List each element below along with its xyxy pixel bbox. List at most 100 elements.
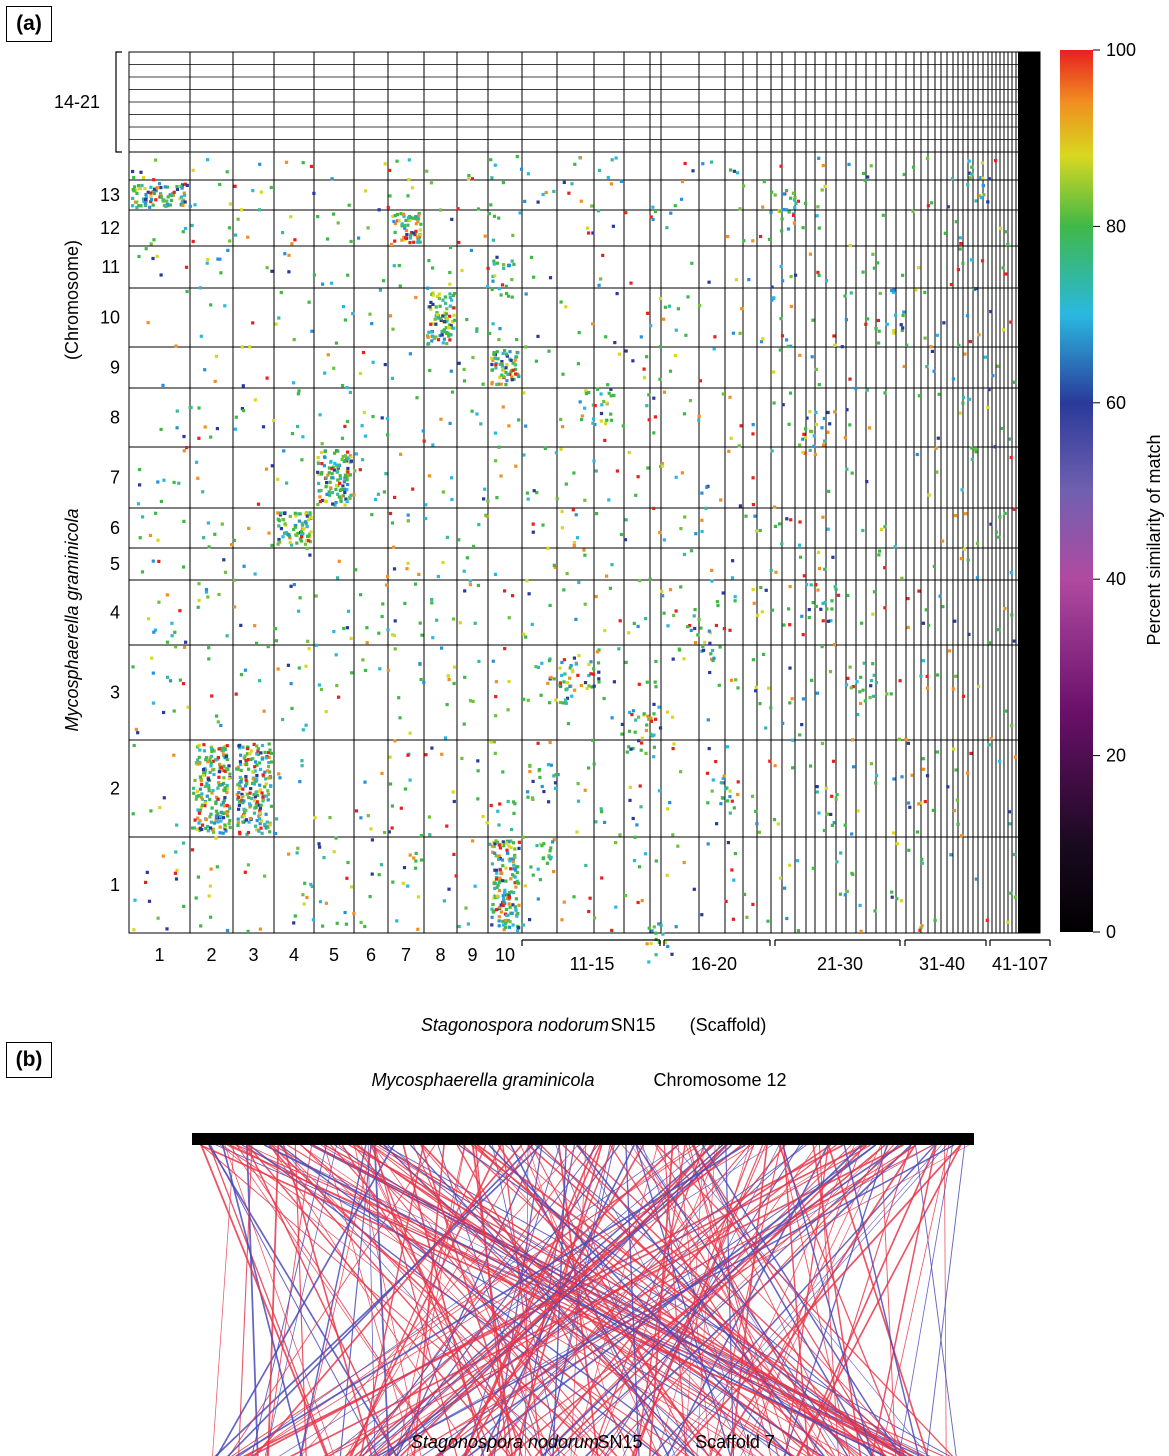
match-dot <box>559 300 563 304</box>
match-dot <box>501 864 505 868</box>
match-dot <box>494 366 498 370</box>
match-dot <box>183 645 187 649</box>
match-dot <box>305 514 309 518</box>
match-dot <box>206 158 210 162</box>
match-dot <box>366 814 370 818</box>
match-dot <box>196 816 200 820</box>
match-dot <box>257 761 262 765</box>
match-dot <box>1006 920 1010 924</box>
match-dot <box>562 680 566 684</box>
match-dot <box>182 449 186 453</box>
synteny-link <box>463 1144 601 1456</box>
match-dot <box>489 158 493 162</box>
match-dot <box>267 761 271 765</box>
match-dot <box>303 520 308 524</box>
match-dot <box>511 361 515 365</box>
match-dot <box>849 291 853 295</box>
match-dot <box>817 156 821 160</box>
match-dot <box>952 809 957 813</box>
match-dot <box>540 661 544 665</box>
synteny-link <box>249 1144 844 1456</box>
synteny-link <box>359 1144 425 1456</box>
match-dot <box>588 896 592 900</box>
match-dot <box>386 574 390 579</box>
match-dot <box>260 757 264 761</box>
match-dot <box>501 351 505 355</box>
match-dot <box>729 678 734 682</box>
match-dot <box>310 329 314 333</box>
match-dot <box>804 427 808 431</box>
match-dot <box>585 686 589 690</box>
match-dot <box>144 880 148 884</box>
match-dot <box>192 786 196 790</box>
match-dot <box>692 887 696 891</box>
match-dot <box>225 784 229 788</box>
match-dot <box>406 223 410 227</box>
match-dot <box>209 915 213 919</box>
match-dot <box>488 842 492 846</box>
match-dot <box>778 348 782 352</box>
match-dot <box>592 417 596 421</box>
match-dot <box>276 511 280 515</box>
match-dot <box>325 481 329 485</box>
match-dot <box>876 261 880 265</box>
match-dot <box>682 552 687 556</box>
synteny-link <box>782 1144 873 1456</box>
match-dot <box>191 168 195 172</box>
match-dot <box>667 304 672 308</box>
match-dot <box>966 183 970 187</box>
match-dot <box>475 412 479 416</box>
match-dot <box>726 841 730 845</box>
match-dot <box>652 431 656 435</box>
match-dot <box>194 896 198 900</box>
match-dot <box>303 881 307 885</box>
match-dot <box>281 535 285 539</box>
match-dot <box>700 913 704 917</box>
match-dot <box>751 588 755 592</box>
match-dot <box>768 759 772 763</box>
match-dot <box>530 796 535 800</box>
match-dot <box>204 756 208 760</box>
match-dot <box>431 291 435 295</box>
match-dot <box>925 774 930 778</box>
match-dot <box>659 923 663 927</box>
match-dot <box>227 764 231 768</box>
match-dot <box>803 451 807 455</box>
match-dot <box>552 189 556 194</box>
match-dot <box>938 594 942 598</box>
match-dot <box>872 673 876 677</box>
match-dot <box>809 764 813 768</box>
match-dot <box>458 621 462 625</box>
match-dot <box>334 836 338 840</box>
match-dot <box>532 275 536 279</box>
match-dot <box>766 919 770 923</box>
match-dot <box>505 291 509 296</box>
match-dot <box>186 705 190 709</box>
match-dot <box>516 865 520 869</box>
match-dot <box>796 199 800 203</box>
match-dot <box>223 825 227 829</box>
match-dot <box>255 752 259 756</box>
colorbar-tick-label: 0 <box>1106 922 1116 942</box>
match-dot <box>663 305 667 309</box>
synteny-link <box>462 1144 812 1456</box>
match-dot <box>647 926 651 930</box>
match-dot <box>452 799 456 804</box>
match-dot <box>140 183 144 188</box>
match-dot <box>740 307 744 311</box>
match-dot <box>536 897 540 901</box>
match-dot <box>810 678 814 682</box>
match-dot <box>743 892 747 896</box>
match-dot <box>728 789 732 793</box>
match-dot <box>267 742 271 746</box>
match-dot <box>650 734 654 738</box>
match-dot <box>266 825 270 829</box>
match-dot <box>544 191 548 195</box>
match-dot <box>345 419 350 424</box>
match-dot <box>572 471 576 475</box>
match-dot <box>647 960 651 964</box>
match-dot <box>506 799 510 804</box>
match-dot <box>923 800 927 804</box>
match-dot <box>850 471 854 475</box>
